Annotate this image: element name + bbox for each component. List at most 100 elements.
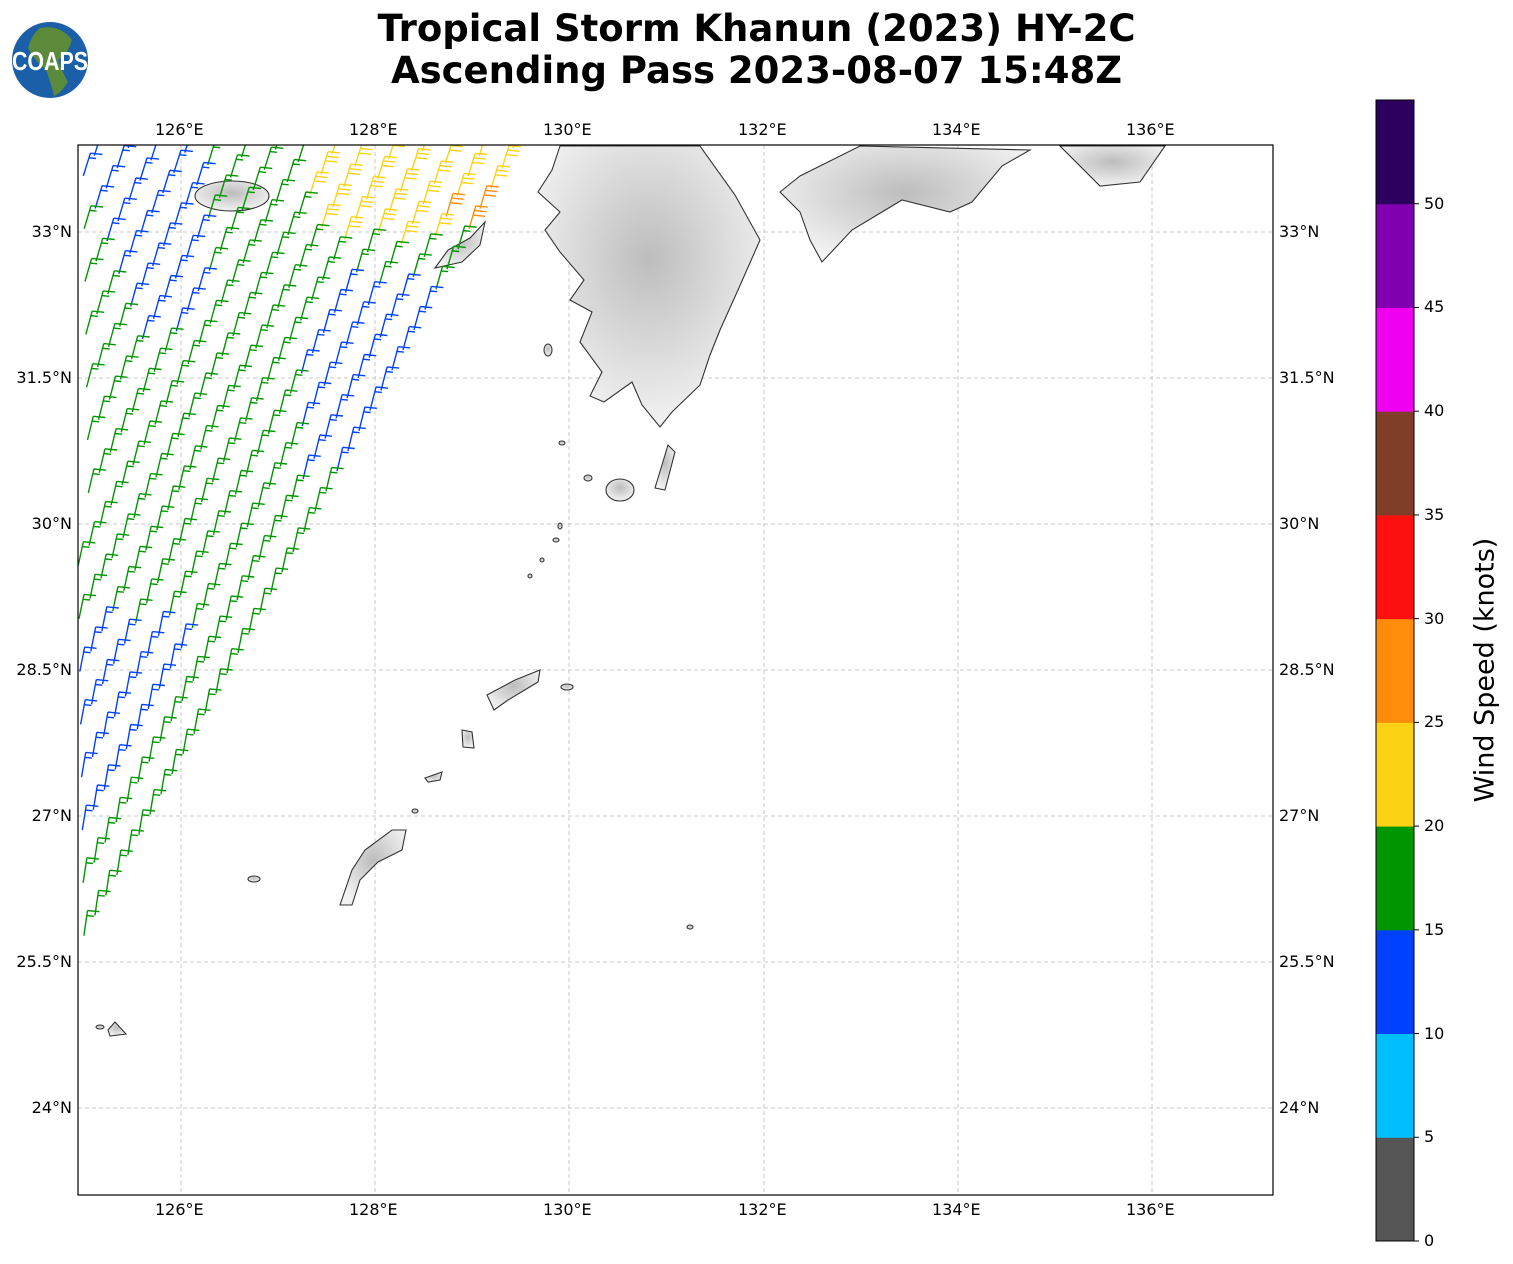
wind-barb [85,310,105,335]
wind-barb [233,364,252,389]
wind-barb [313,434,332,459]
wind-barb [140,209,160,234]
wind-barb [388,145,405,160]
title-line-2: Ascending Pass 2023-08-07 15:48Z [390,49,1123,92]
wind-barb [185,182,205,206]
wind-barb [129,229,149,254]
wind-barb [117,197,137,222]
wind-barb [87,468,106,494]
wind-barb [196,214,217,239]
wind-barb [95,237,115,262]
wind-barb [266,356,286,382]
wind-barb [357,353,377,379]
wind-barb [356,301,376,326]
wind-barb [255,324,275,349]
wind-barb [122,513,141,539]
wind-barb [311,329,331,354]
wind-barb [380,366,400,391]
wind-barb [266,304,286,329]
wind-barb [311,276,331,301]
wind-barb [280,494,299,520]
wind-barb [369,386,389,411]
wind-barb [278,389,298,414]
wind-barb [286,158,307,183]
lon-tick-bottom: 134°E [932,1200,981,1219]
wind-barb [198,319,218,344]
wind-barb [378,260,398,285]
colorbar-bin [1376,826,1414,931]
wind-barb [435,265,455,290]
wind-barb [229,154,250,178]
colorbar-tick: 10 [1424,1023,1445,1043]
wind-barb [344,268,365,293]
wind-barb [234,469,254,495]
wind-barb [254,271,274,296]
wind-barb [230,206,251,231]
wind-barb [139,157,160,181]
wind-barb [345,321,365,346]
lon-tick-bottom: 130°E [543,1200,592,1219]
wind-barb [107,322,127,347]
colorbar-tick: 35 [1424,504,1445,524]
coastlines [95,145,1167,1037]
wind-barb [86,415,106,441]
wind-barb [200,424,219,450]
wind-barb [402,325,422,351]
wind-barb [401,273,421,298]
lon-tick-top: 132°E [738,120,787,139]
wind-barb [388,188,409,212]
wind-barb [300,349,320,374]
wind-barb [391,346,411,371]
wind-barb [211,457,231,483]
wind-barb [232,311,252,337]
wind-barb [444,145,464,164]
colorbar-bin [1376,203,1414,308]
wind-barb [241,186,262,211]
wind-barb [105,164,126,189]
wind-barb [199,372,219,397]
wind-barb [141,315,161,340]
wind-barb [80,751,98,778]
wind-barb [366,228,387,253]
wind-barb [264,199,285,223]
colorbar [1375,99,1419,1242]
wind-barb [116,145,137,169]
colorbar-tick: 45 [1424,297,1445,317]
wind-barb [185,234,206,259]
wind-barb [501,145,522,169]
wind-barb [186,287,206,312]
colorbar-tick: 15 [1424,919,1445,939]
wind-barb [96,342,116,368]
wind-barb [366,175,386,200]
wind-barb [413,305,433,330]
tanegashima [654,443,676,491]
lat-tick-right: 30°N [1279,514,1320,533]
wind-barb [257,482,276,508]
yakushima [605,478,635,502]
wind-barb [100,553,119,579]
lat-tick-right: 33°N [1279,222,1320,241]
wind-barb [106,217,126,242]
wind-barb [268,462,288,487]
lat-tick-right: 25.5°N [1279,952,1335,971]
lat-tick-left: 24°N [31,1098,72,1117]
wind-barb [252,166,273,191]
wind-barb [314,486,333,512]
wind-barb [221,332,241,357]
colorbar-bin [1376,1137,1414,1242]
wind-barb [246,502,265,528]
colorbar-bin [1376,618,1414,723]
wind-barb [320,151,341,175]
wind-barb [412,253,432,278]
wind-barb [211,404,230,430]
honshu-shikoku [779,145,1032,263]
wind-barb [208,246,228,271]
wind-barb [154,400,174,425]
wind-barb [243,291,263,316]
wind-barb [300,296,320,321]
wind-barb [218,174,239,198]
wind-barb [400,220,421,245]
wind-barb [263,146,284,170]
wind-barb [82,857,99,884]
wind-barb [325,466,344,492]
